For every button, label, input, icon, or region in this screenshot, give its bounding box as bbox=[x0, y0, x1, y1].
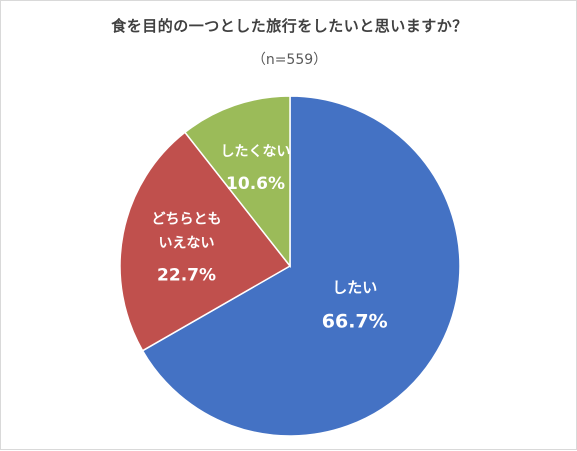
slice-shitakunai bbox=[183, 95, 291, 269]
slice-category-label: したい bbox=[332, 278, 377, 296]
chart-title: 食を目的の一つとした旅行をしたいと思いますか？ bbox=[111, 17, 468, 35]
slice-category-label: したくない bbox=[221, 144, 291, 160]
slice-value-label: 10.6% bbox=[226, 174, 285, 194]
slice-value-label: 22.7% bbox=[157, 265, 216, 285]
slice-dochiratomo-ienai bbox=[119, 131, 292, 352]
slice-shitai bbox=[141, 95, 461, 437]
slice-category-label: いえない bbox=[159, 235, 215, 251]
chart-subtitle: （n=559） bbox=[251, 52, 328, 68]
slice-value-label: 66.7% bbox=[322, 310, 388, 332]
slice-category-label: どちらとも bbox=[152, 211, 222, 227]
